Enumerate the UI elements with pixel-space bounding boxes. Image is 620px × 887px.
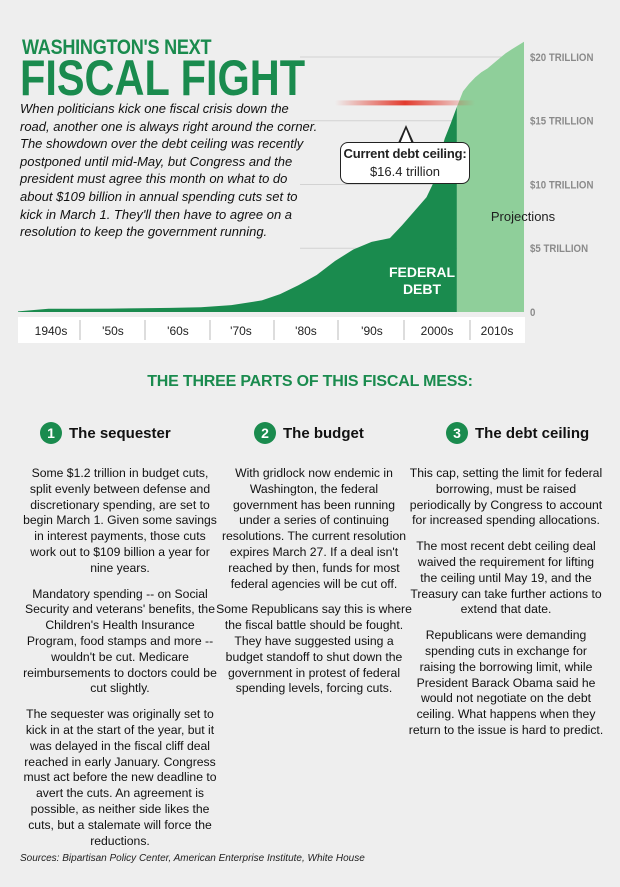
x-tick-label: '50s xyxy=(102,324,124,338)
paragraph: This cap, setting the limit for federal … xyxy=(409,466,603,528)
sources-note: Sources: Bipartisan Policy Center, Ameri… xyxy=(20,853,365,864)
paragraph: The most recent debt ceiling deal waived… xyxy=(410,539,602,617)
column-body: This cap, setting the limit for federal … xyxy=(408,466,604,739)
column-sequester: 1 The sequester Some $1.2 trillion in bu… xyxy=(22,420,218,859)
callout-value: $16.4 trillion xyxy=(369,164,441,179)
x-tick-label: '60s xyxy=(167,324,189,338)
column-body: Some $1.2 trillion in budget cuts, split… xyxy=(22,466,218,849)
federal-debt-area xyxy=(18,106,457,312)
debt-ceiling-callout: Current debt ceiling: $16.4 trillion xyxy=(340,142,470,184)
paragraph: Republicans were demanding spending cuts… xyxy=(408,628,604,737)
debt-ceiling-line xyxy=(335,100,475,106)
y-tick-label: 0 xyxy=(530,308,536,320)
x-tick-label: 1940s xyxy=(35,324,68,338)
federal-debt-label: FEDERAL DEBT xyxy=(389,264,456,297)
paragraph: With gridlock now endemic in Washington,… xyxy=(221,466,407,591)
projections-label: Projections xyxy=(491,209,556,224)
x-tick-label: '70s xyxy=(230,324,252,338)
column-header: 2 The budget xyxy=(216,420,412,446)
page-title: FISCAL FIGHT xyxy=(20,50,306,106)
x-tick-label: '90s xyxy=(361,324,383,338)
y-tick-label: $15 TRILLION xyxy=(530,116,593,128)
intro-paragraph: When politicians kick one fiscal crisis … xyxy=(20,101,318,240)
callout-label: Current debt ceiling: xyxy=(343,146,467,161)
column-header: 3 The debt ceiling xyxy=(408,420,604,446)
paragraph: The sequester was originally set to kick… xyxy=(23,707,217,848)
x-tick-label: '80s xyxy=(295,324,317,338)
y-tick-label: $20 TRILLION xyxy=(530,53,593,65)
number-badge: 1 xyxy=(40,422,62,444)
paragraph: Some $1.2 trillion in budget cuts, split… xyxy=(23,466,217,575)
kicker-text: WASHINGTON'S NEXT xyxy=(22,36,212,59)
projections-area xyxy=(456,41,524,312)
paragraph: Mandatory spending -- on Social Security… xyxy=(23,586,217,696)
column-debt-ceiling: 3 The debt ceiling This cap, setting the… xyxy=(408,420,604,749)
x-tick-label: 2000s xyxy=(421,324,454,338)
column-title: The budget xyxy=(283,424,364,442)
number-badge: 3 xyxy=(446,422,468,444)
section-heading: THE THREE PARTS OF THIS FISCAL MESS: xyxy=(147,373,473,390)
y-tick-label: $10 TRILLION xyxy=(530,180,593,192)
column-title: The sequester xyxy=(69,424,171,442)
y-tick-label: $5 TRILLION xyxy=(530,244,588,256)
column-title: The debt ceiling xyxy=(475,424,590,442)
column-body: With gridlock now endemic in Washington,… xyxy=(216,466,412,697)
column-header: 1 The sequester xyxy=(22,420,218,446)
number-badge: 2 xyxy=(254,422,276,444)
x-tick-label: 2010s xyxy=(481,324,514,338)
x-axis-band xyxy=(18,317,525,343)
callout-pointer-fill xyxy=(400,129,412,144)
paragraph: Some Republicans say this is where the f… xyxy=(216,602,412,696)
column-budget: 2 The budget With gridlock now endemic i… xyxy=(216,420,412,707)
debt-chart: 0 $5 TRILLION $10 TRILLION $15 TRILLION $20 … xyxy=(18,41,593,343)
